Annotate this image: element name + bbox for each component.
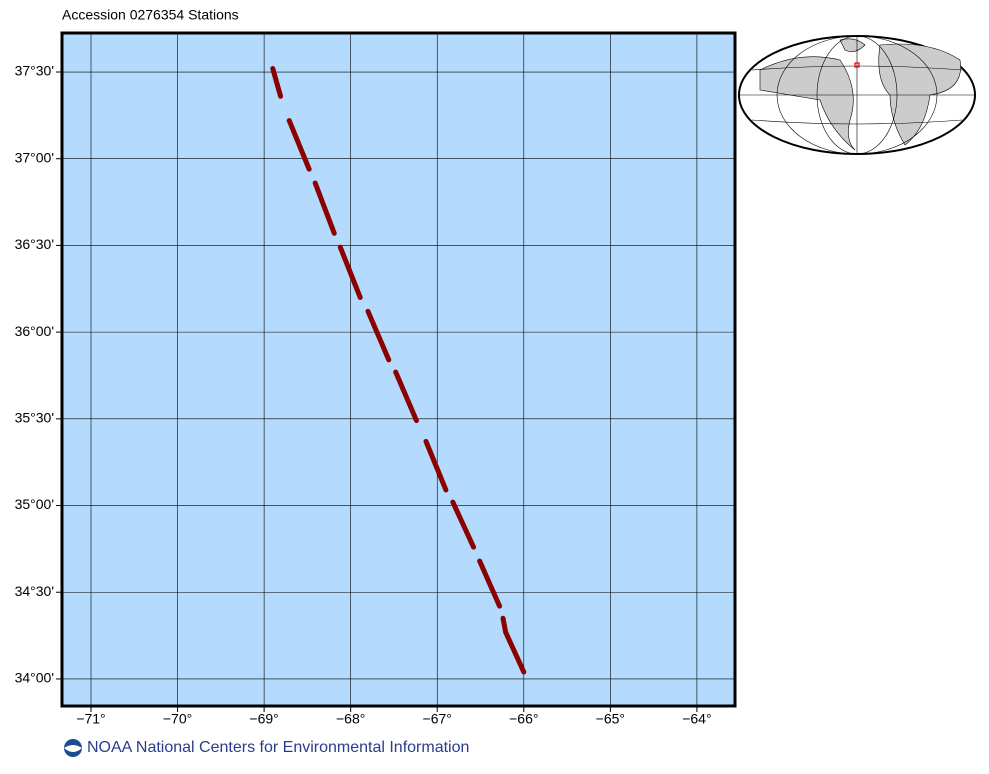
x-tick-label: −67°	[423, 711, 452, 727]
map-frame	[60, 31, 737, 708]
y-tick-label: 36°30'	[15, 236, 54, 252]
x-tick-label: −65°	[596, 711, 625, 727]
noaa-logo	[64, 739, 82, 757]
y-tick-label: 35°00'	[15, 496, 54, 512]
x-tick-label: −68°	[336, 711, 365, 727]
map-title: Accession 0276354 Stations	[62, 7, 239, 23]
x-tick-label: −71°	[76, 711, 105, 727]
inset-globe	[738, 35, 976, 155]
x-tick-label: −70°	[163, 711, 192, 727]
x-tick-label: −69°	[249, 711, 278, 727]
ocean	[62, 33, 735, 706]
footer-text: NOAA National Centers for Environmental …	[87, 739, 469, 756]
x-tick-label: −66°	[509, 711, 538, 727]
y-tick-label: 35°30'	[15, 410, 54, 426]
y-tick-label: 37°00'	[15, 149, 54, 165]
y-tick-label: 36°00'	[15, 323, 54, 339]
y-tick-label: 34°00'	[15, 670, 54, 686]
x-tick-label: −64°	[682, 711, 711, 727]
station-track	[270, 66, 527, 675]
y-tick-label: 37°30'	[15, 63, 54, 79]
y-tick-label: 34°30'	[15, 583, 54, 599]
